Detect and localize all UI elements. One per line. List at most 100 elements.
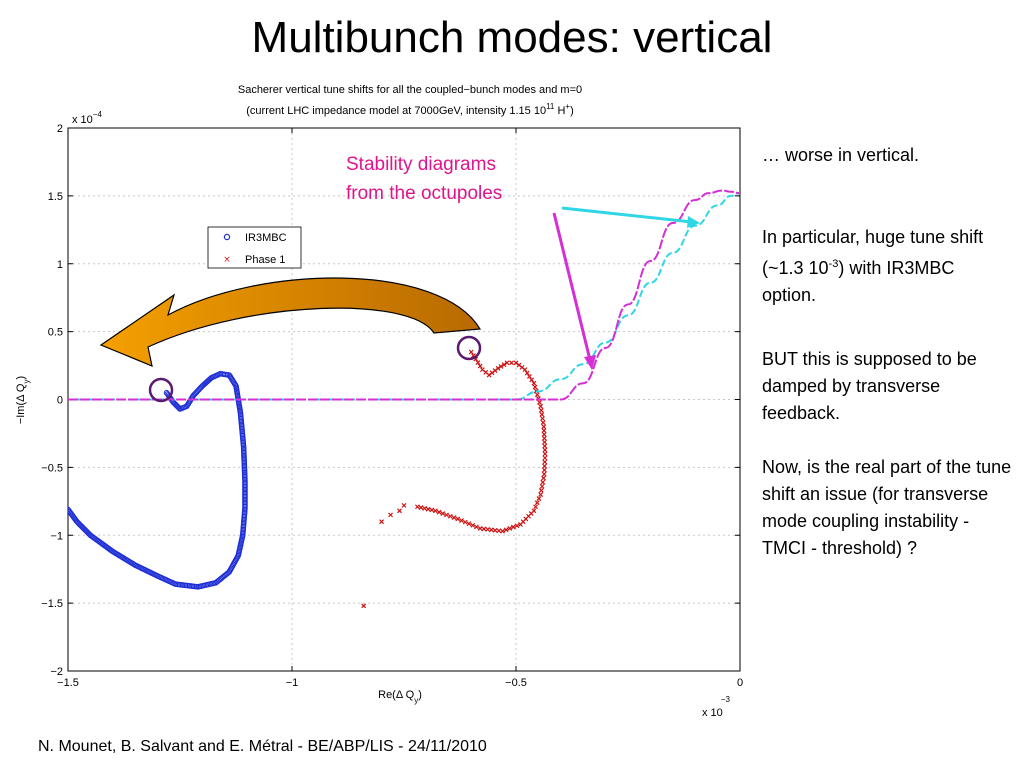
point-phase1: [470, 522, 476, 528]
point-phase1: [459, 518, 464, 523]
axis-ticks: −1.5 −1 −0.5 0−2−1.5−1−0.500.511.52: [41, 123, 743, 689]
point-phase1: [474, 524, 479, 530]
x-tick-label: −0.5: [505, 677, 527, 689]
point-phase1: [538, 488, 544, 493]
point-phase1: [542, 459, 548, 465]
point-phase1: [436, 509, 442, 515]
stability-diagram-line-3: [68, 189, 740, 401]
x-tick-label: 0: [737, 677, 743, 689]
x-multiplier: x 10−3: [702, 695, 730, 719]
point-phase1: [432, 508, 438, 514]
y-tick-label: 0.5: [48, 327, 63, 339]
point-phase1: [429, 507, 435, 513]
legend: IR3MBC × Phase 1: [207, 226, 302, 269]
point-phase1: [538, 407, 544, 413]
point-phase1: [447, 513, 453, 519]
point-phase1: [498, 364, 504, 369]
note-huge-tune-shift: In particular, huge tune shift (~1.3 10-…: [762, 227, 984, 305]
point-phase1: [468, 349, 474, 355]
point-ir3mbc: [68, 506, 71, 513]
y-tick-label: −0.5: [41, 462, 63, 474]
point-phase1: [537, 400, 542, 405]
point-phase1: [542, 455, 548, 461]
point-phase1: [475, 360, 481, 366]
point-phase1: [541, 467, 547, 473]
point-phase1: [539, 483, 545, 489]
callout-pointers: [552, 206, 700, 370]
point-phase1: [397, 508, 402, 514]
y-tick-label: 1.5: [48, 191, 63, 203]
point-phase1: [510, 524, 516, 530]
y-tick-label: −1: [50, 530, 63, 542]
chart-title-line1: Sacherer vertical tune shifts for all th…: [238, 84, 582, 96]
stability-diagram-line-2: [68, 192, 740, 401]
point-phase1: [540, 479, 546, 485]
point-phase1: [541, 435, 547, 441]
point-phase1: [538, 403, 544, 409]
point-phase1: [488, 527, 494, 533]
highlight-circle-ir3mbc: [148, 377, 174, 403]
point-phase1: [522, 367, 528, 373]
point-phase1: [542, 443, 548, 449]
x-tick-label: −1: [286, 677, 299, 689]
y-tick-label: 0: [57, 395, 63, 407]
footer-citation: N. Mounet, B. Salvant and E. Métral - BE…: [38, 738, 487, 755]
point-phase1: [500, 528, 505, 534]
point-phase1: [485, 526, 491, 532]
point-phase1: [503, 527, 509, 533]
legend-label-ir3mbc: IR3MBC: [245, 232, 287, 244]
legend-label-phase1: Phase 1: [245, 254, 285, 266]
point-phase1: [541, 428, 547, 433]
point-phase1: [542, 439, 547, 445]
y-axis-label: −Im(Δ Qy): [15, 376, 31, 424]
point-phase1: [540, 416, 545, 421]
point-phase1: [477, 526, 483, 531]
point-phase1: [542, 447, 548, 453]
point-ir3mbc: [68, 507, 72, 514]
point-phase1: [455, 516, 461, 522]
note-damped-feedback: BUT this is supposed to be damped by tra…: [762, 349, 977, 423]
point-phase1: [533, 504, 539, 510]
point-phase1: [538, 492, 544, 497]
point-phase1: [536, 496, 542, 502]
point-phase1: [361, 603, 367, 609]
point-phase1: [532, 384, 538, 390]
point-phase1: [401, 502, 407, 508]
y-tick-label: 1: [57, 259, 63, 271]
point-phase1: [451, 515, 457, 521]
series-layer: [68, 189, 740, 609]
point-phase1: [495, 365, 501, 371]
point-phase1: [422, 505, 428, 511]
point-phase1: [541, 424, 547, 430]
note-real-part-question: Now, is the real part of the tune shift …: [762, 457, 1012, 558]
point-phase1: [518, 521, 523, 527]
point-phase1: [542, 451, 548, 457]
y-tick-label: −2: [50, 666, 63, 678]
callout-line2: from the octupoles: [346, 183, 502, 204]
point-phase1: [444, 512, 449, 518]
point-phase1: [531, 380, 537, 386]
callout-line1: Stability diagrams: [346, 154, 496, 175]
point-phase1: [492, 527, 498, 533]
point-phase1: [542, 463, 548, 469]
chart-title-line2: (current LHC impedance model at 7000GeV,…: [246, 102, 573, 117]
point-phase1: [539, 412, 545, 417]
point-phase1: [440, 511, 446, 516]
point-phase1: [509, 360, 514, 366]
y-tick-label: 2: [57, 123, 63, 135]
point-phase1: [496, 528, 502, 534]
point-phase1: [527, 373, 532, 379]
point-phase1: [466, 521, 472, 527]
point-phase1: [541, 475, 546, 481]
point-phase1: [529, 377, 535, 383]
point-phase1: [477, 363, 483, 369]
slide-title: Multibunch modes: vertical: [251, 13, 773, 62]
x-axis-label: Re(Δ Qy): [378, 689, 422, 705]
point-phase1: [379, 519, 385, 525]
point-phase1: [524, 370, 530, 376]
point-phase1: [501, 362, 507, 368]
y-tick-label: −1.5: [41, 598, 63, 610]
legend-marker-ir3mbc: [223, 233, 231, 241]
point-ir3mbc: [68, 508, 73, 515]
